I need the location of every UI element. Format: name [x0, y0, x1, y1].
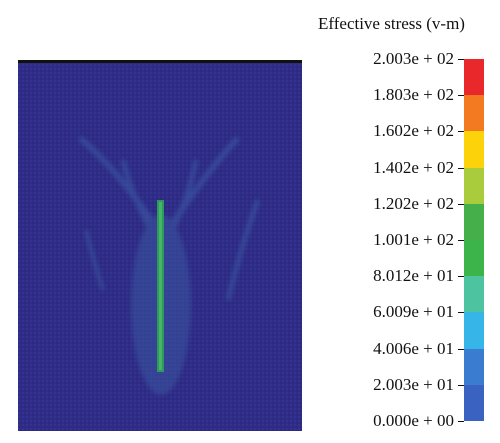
colorbar-tick-mark — [458, 131, 464, 133]
colorbar-segment — [464, 384, 484, 422]
colorbar-segment — [464, 240, 484, 277]
stress-contour-plot — [18, 60, 302, 431]
model-top-edge — [18, 60, 302, 63]
colorbar-segment — [464, 95, 484, 132]
colorbar-tick-mark — [458, 203, 464, 205]
colorbar-tick-label: 0.000e + 00 — [373, 411, 454, 430]
main-crack-core — [159, 202, 162, 370]
colorbar-tick-mark — [458, 312, 464, 314]
halo-far-right — [225, 199, 261, 301]
colorbar-tick-label: 4.006e + 01 — [373, 338, 454, 358]
colorbar-tick-label: 1.402e + 02 — [373, 157, 454, 177]
colorbar-tick-label: 1.202e + 02 — [373, 193, 454, 213]
colorbar-tick-label: 1.001e + 02 — [373, 230, 454, 249]
colorbar-tick-mark — [458, 95, 464, 97]
colorbar-tick-mark — [458, 59, 464, 60]
legend-title: Effective stress (v-m) — [318, 14, 465, 33]
colorbar-tick-mark — [458, 276, 464, 278]
colorbar-segment — [464, 348, 484, 386]
colorbar-tick-label: 2.003e + 02 — [373, 49, 454, 68]
colorbar-tick-mark — [458, 348, 464, 350]
halo-far-left — [84, 229, 105, 291]
colorbar-tick-label: 2.003e + 01 — [373, 374, 454, 394]
colorbar-segment — [464, 59, 484, 96]
colorbar-segment — [464, 312, 484, 350]
halo-left-branch — [78, 135, 161, 232]
colorbar-segment — [464, 167, 484, 205]
colorbar-tick-mark — [458, 421, 464, 422]
colorbar — [464, 59, 484, 422]
colorbar-tick-label: 6.009e + 01 — [373, 302, 454, 322]
colorbar-tick-mark — [458, 240, 464, 241]
colorbar-tick-label: 8.012e + 01 — [373, 266, 454, 286]
colorbar-tick-mark — [458, 384, 464, 386]
colorbar-tick-label: 1.602e + 02 — [373, 121, 454, 141]
colorbar-tick-mark — [458, 167, 464, 169]
colorbar-segment — [464, 276, 484, 313]
colorbar-segment — [464, 203, 484, 241]
colorbar-segment — [464, 131, 484, 169]
stress-contour-svg — [18, 60, 302, 431]
colorbar-tick-label: 1.803e + 02 — [373, 85, 454, 105]
